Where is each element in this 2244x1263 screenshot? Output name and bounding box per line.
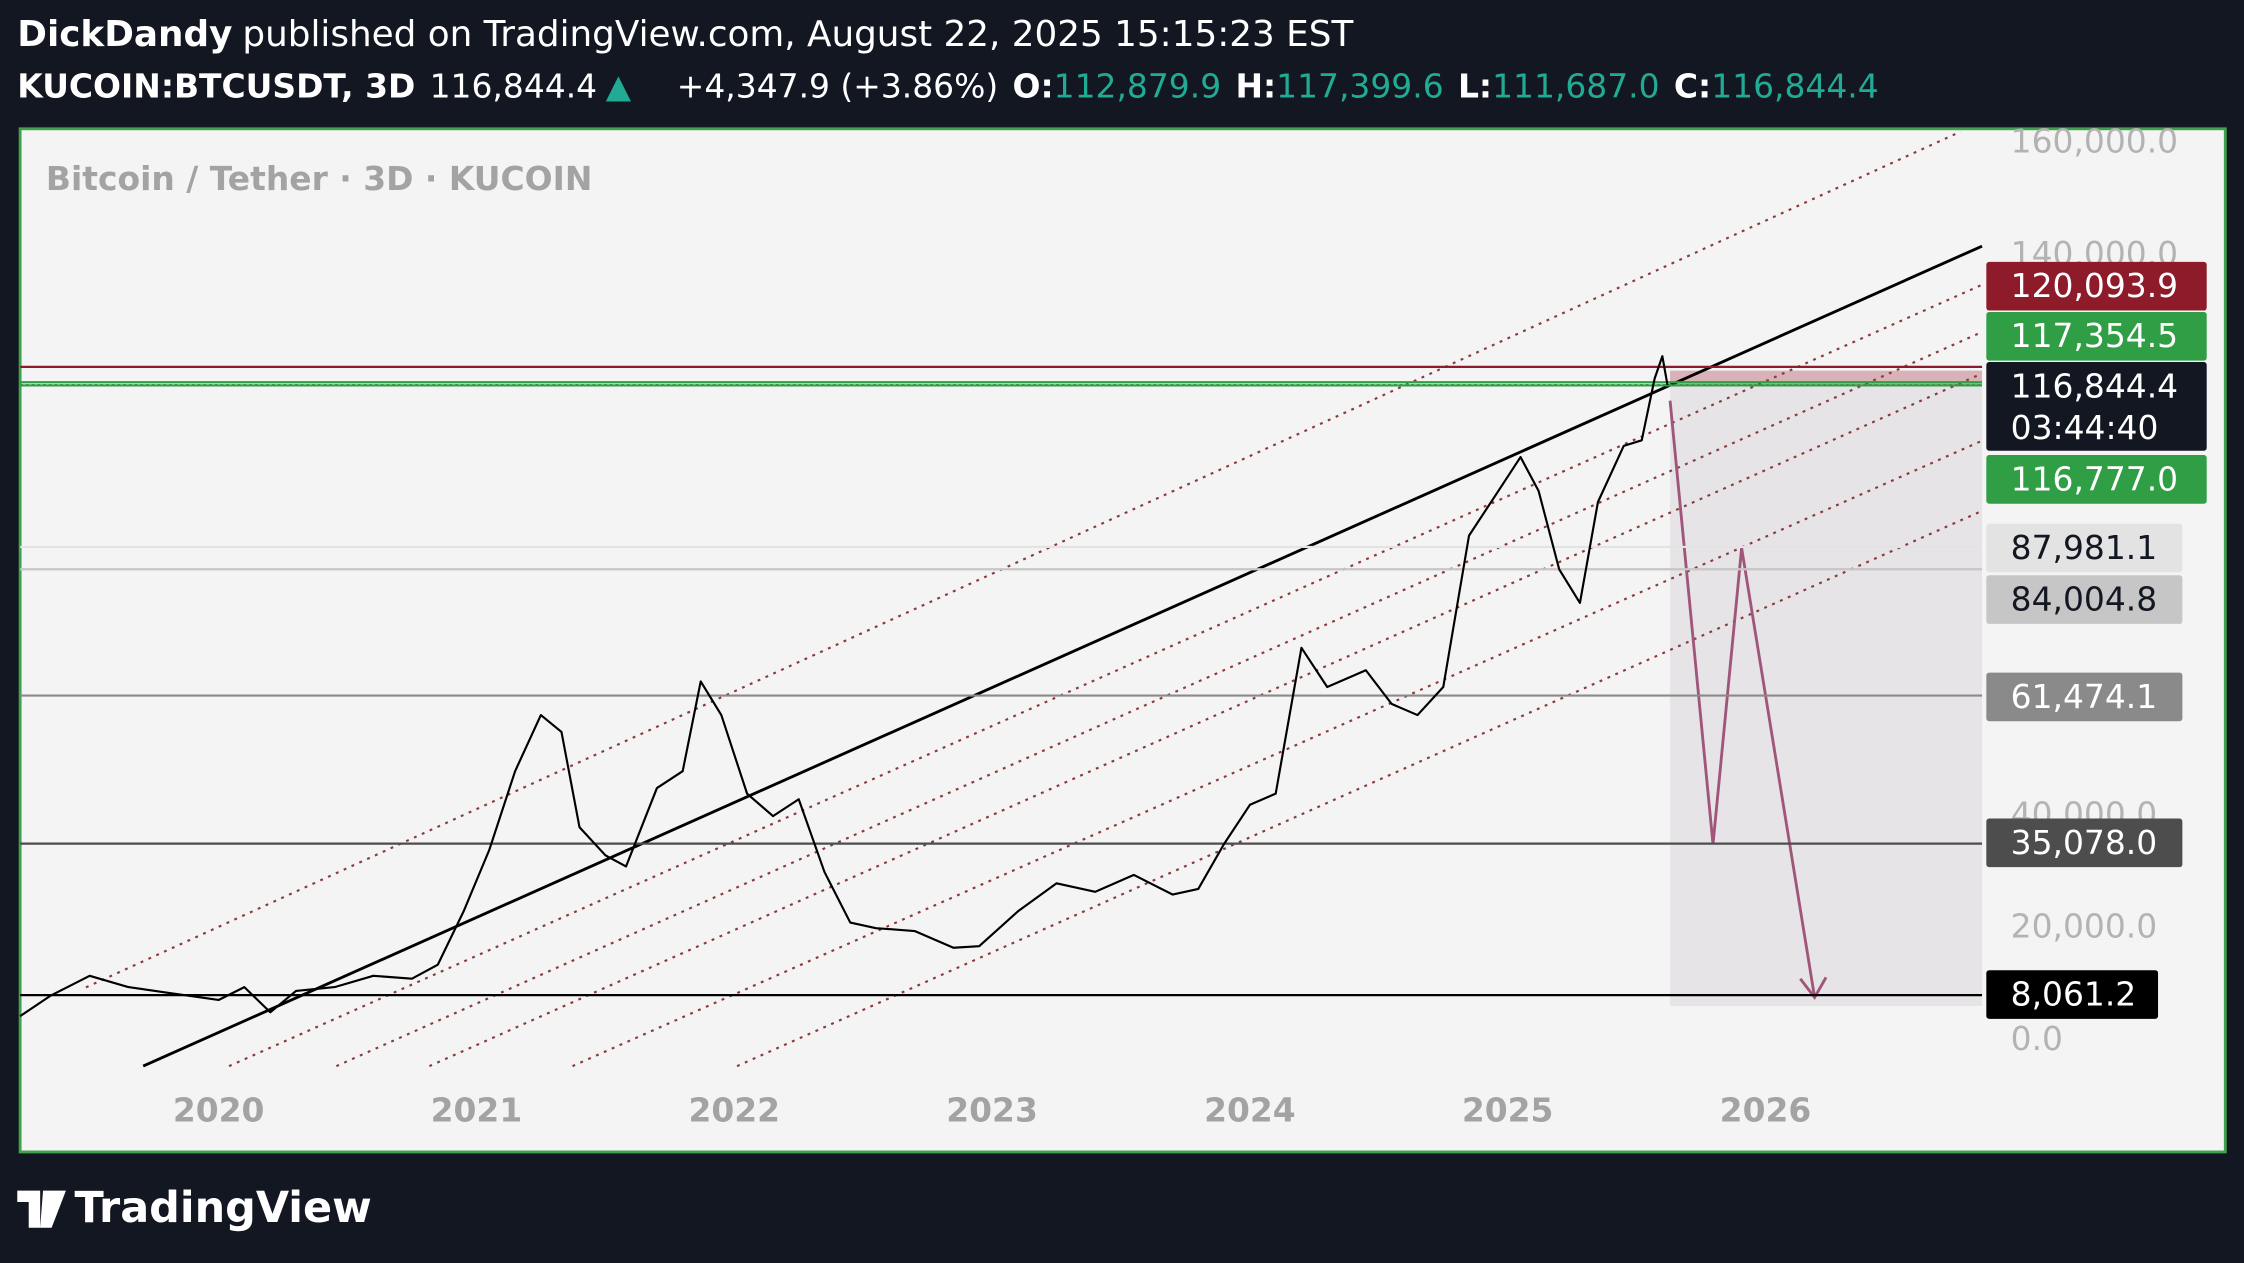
ohlc-key: H:	[1235, 66, 1276, 105]
price-label-box	[1986, 818, 2183, 868]
channel-line	[428, 372, 1983, 1068]
chart-title: Bitcoin / Tether · 3D · KUCOIN	[46, 159, 593, 198]
symbol: KUCOIN:BTCUSDT, 3D	[17, 66, 415, 105]
price-label: 116,777.0	[2011, 459, 2178, 498]
price-label-box	[1986, 672, 2183, 722]
price-line	[19, 355, 1669, 1018]
change: +4,347.9 (+3.86%)	[677, 66, 998, 105]
x-tick-label: 2021	[431, 1090, 523, 1129]
price-label: 117,354.5	[2011, 316, 2178, 355]
countdown: 03:44:40	[2011, 408, 2159, 447]
ohlc-value: 111,687.0	[1492, 66, 1659, 105]
price-label: 116,844.4	[2011, 366, 2178, 405]
x-tick-label: 2026	[1720, 1090, 1812, 1129]
author: DickDandy	[17, 14, 232, 55]
price-label: 120,093.9	[2011, 266, 2178, 305]
price-label-box	[1986, 455, 2207, 504]
ohlc-value: 112,879.9	[1054, 66, 1221, 105]
x-tick-label: 2020	[173, 1090, 265, 1129]
ohlc-key: C:	[1674, 66, 1711, 105]
ohlc-value: 117,399.6	[1276, 66, 1443, 105]
price-label-box	[1986, 261, 2207, 311]
price-label-box	[1986, 575, 2183, 624]
x-tick-label: 2024	[1204, 1090, 1296, 1129]
ohlc-value: 116,844.4	[1711, 66, 1878, 105]
resistance-zone	[1670, 370, 1983, 387]
header-line: DickDandy published on TradingView.com, A…	[17, 14, 1353, 55]
x-tick-label: 2022	[688, 1090, 780, 1129]
ohlc-key: L:	[1458, 66, 1492, 105]
logo-dot	[43, 1192, 55, 1204]
up-icon: ▲	[606, 66, 632, 105]
channel-line	[228, 283, 1983, 1068]
y-tick-label: 20,000.0	[2011, 907, 2158, 946]
price-label-box	[1986, 362, 2207, 451]
brand: TradingView	[75, 1183, 372, 1233]
price-label: 84,004.8	[2011, 580, 2158, 619]
brand-logo	[17, 1190, 66, 1228]
channel-line	[736, 509, 1983, 1068]
arrow-head	[1799, 976, 1828, 1000]
x-tick-label: 2023	[946, 1090, 1038, 1129]
y-tick-label: 0.0	[2011, 1019, 2063, 1058]
channel-line	[85, 130, 1962, 989]
price-label-box	[1986, 970, 2159, 1019]
last-price: 116,844.4	[430, 66, 597, 105]
price-label-box	[1986, 311, 2207, 361]
x-tick-label: 2025	[1462, 1090, 1554, 1129]
price-label: 35,078.0	[2011, 823, 2158, 862]
symbol-line: KUCOIN:BTCUSDT, 3D 116,844.4 ▲ +4,347.9 (+3…	[17, 66, 1878, 105]
price-label: 87,981.1	[2011, 528, 2158, 567]
price-label: 61,474.1	[2011, 677, 2158, 716]
drawings	[85, 130, 1983, 1068]
price-label-box	[1986, 523, 2183, 573]
y-tick-label: 160,000.0	[2011, 122, 2178, 161]
ohlc-key: O:	[1013, 66, 1054, 105]
price-label: 8,061.2	[2011, 974, 2137, 1013]
logo-icon	[17, 1190, 66, 1228]
published: published on TradingView.com, August 22,…	[242, 14, 1353, 55]
